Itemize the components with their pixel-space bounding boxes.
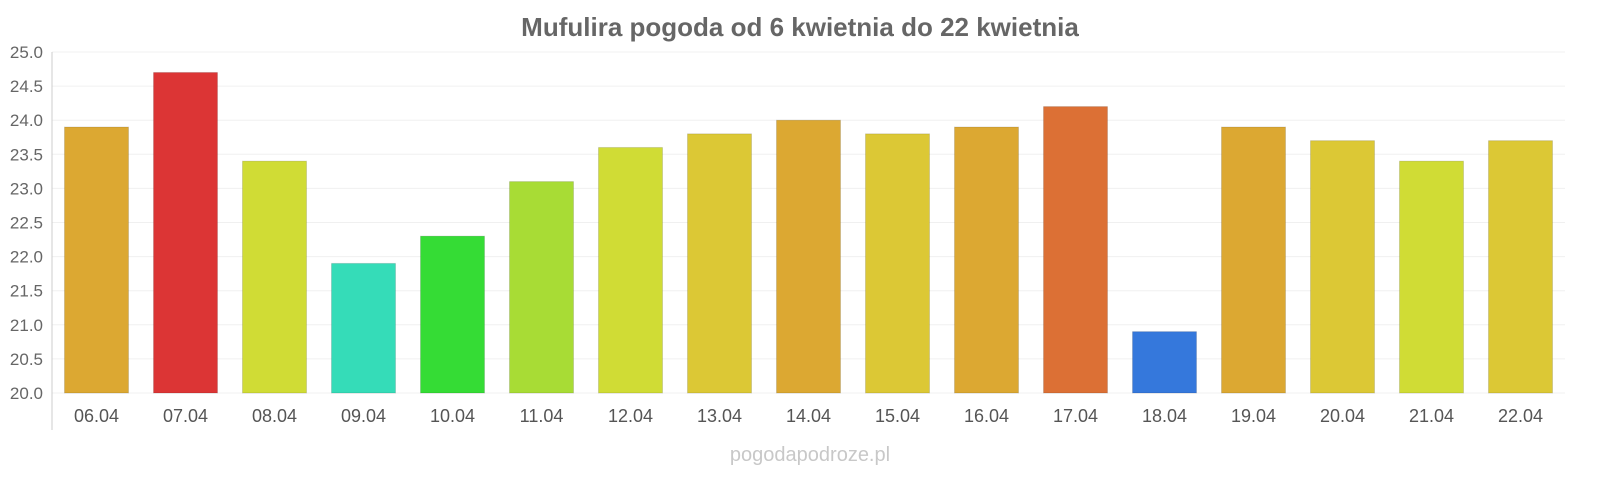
x-tick-label: 19.04 xyxy=(1231,406,1276,426)
x-tick-label: 17.04 xyxy=(1053,406,1098,426)
x-tick-label: 07.04 xyxy=(163,406,208,426)
bar-15.04 xyxy=(865,133,930,394)
chart-title: Mufulira pogoda od 6 kwietnia do 22 kwie… xyxy=(521,12,1079,42)
x-tick-label: 06.04 xyxy=(74,406,119,426)
x-tick-label: 16.04 xyxy=(964,406,1009,426)
y-tick-label: 25.0 xyxy=(10,43,43,62)
bar-18.04 xyxy=(1132,331,1197,394)
bar-21.04 xyxy=(1399,160,1464,394)
bar-14.04 xyxy=(776,119,841,394)
bar-11.04 xyxy=(509,181,574,394)
x-tick-label: 22.04 xyxy=(1498,406,1543,426)
x-tick-label: 09.04 xyxy=(341,406,386,426)
y-tick-label: 23.5 xyxy=(10,145,43,164)
y-tick-label: 22.0 xyxy=(10,248,43,267)
x-tick-label: 13.04 xyxy=(697,406,742,426)
bar-19.04 xyxy=(1221,126,1286,394)
watermark: pogodapodroze.pl xyxy=(730,444,890,466)
x-tick-label: 08.04 xyxy=(252,406,297,426)
bar-13.04 xyxy=(687,133,752,394)
x-tick-label: 11.04 xyxy=(520,406,564,426)
bar-17.04 xyxy=(1043,106,1108,394)
x-tick-label: 14.04 xyxy=(786,406,831,426)
x-tick-label: 18.04 xyxy=(1142,406,1187,426)
y-tick-label: 22.5 xyxy=(10,214,43,233)
bar-06.04 xyxy=(64,126,129,394)
x-tick-label: 15.04 xyxy=(875,406,920,426)
y-tick-label: 20.0 xyxy=(10,384,43,403)
x-tick-label: 20.04 xyxy=(1320,406,1365,426)
bar-16.04 xyxy=(954,126,1019,394)
y-tick-label: 24.0 xyxy=(10,111,43,130)
x-tick-label: 12.04 xyxy=(608,406,653,426)
bar-07.04 xyxy=(153,71,218,394)
bar-10.04 xyxy=(420,235,485,394)
bar-09.04 xyxy=(331,262,396,394)
y-tick-label: 21.0 xyxy=(10,316,43,335)
bar-12.04 xyxy=(598,146,663,394)
y-tick-label: 21.5 xyxy=(10,282,43,301)
bar-22.04 xyxy=(1488,140,1553,394)
x-tick-label: 21.04 xyxy=(1409,406,1454,426)
y-tick-label: 20.5 xyxy=(10,350,43,369)
y-tick-label: 24.5 xyxy=(10,77,43,96)
bar-08.04 xyxy=(242,160,307,394)
y-tick-label: 23.0 xyxy=(10,179,43,198)
x-tick-label: 10.04 xyxy=(430,406,475,426)
bar-20.04 xyxy=(1310,140,1375,394)
